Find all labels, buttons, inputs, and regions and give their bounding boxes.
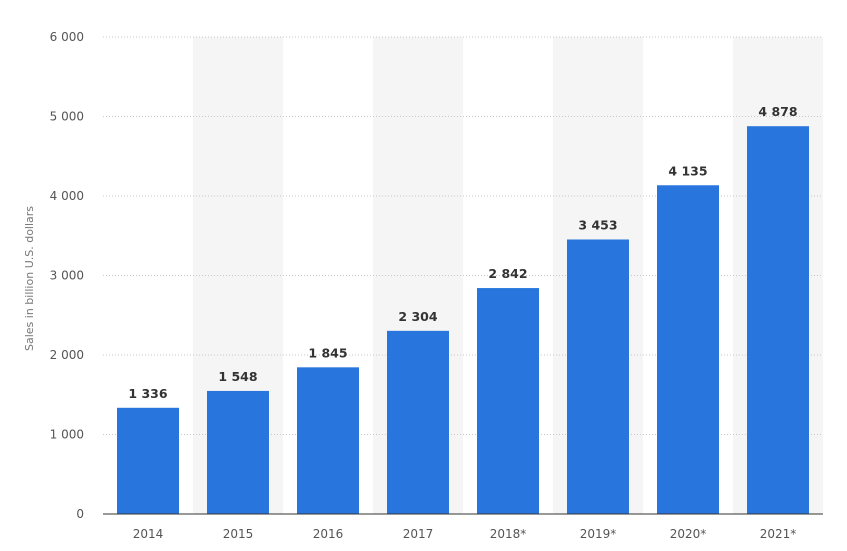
y-tick-label: 5 000 [50,110,84,124]
bar [567,239,629,514]
data-label: 1 548 [218,369,257,384]
y-tick-label: 6 000 [50,30,84,44]
data-label: 2 304 [398,309,437,324]
x-tick-label: 2019* [580,527,617,541]
x-tick-label: 2017 [403,527,434,541]
x-tick-label: 2014 [133,527,164,541]
y-tick-label: 2 000 [50,348,84,362]
data-label: 4 878 [758,104,797,119]
data-label: 3 453 [578,217,617,232]
bar [477,288,539,514]
data-labels: 1 336 1 548 1 845 2 304 2 842 3 453 4 135 4 878 [128,104,797,401]
bar [747,126,809,514]
bar [207,390,269,514]
x-tick-label: 2015 [223,527,254,541]
data-label: 2 842 [488,266,527,281]
y-axis-ticks: 0 1 000 2 000 3 000 4 000 5 000 6 000 [50,30,84,521]
y-axis-label: Sales in billion U.S. dollars [23,206,36,351]
bar [117,407,179,514]
bar [657,185,719,514]
bar [387,330,449,514]
y-tick-label: 3 000 [50,269,84,283]
x-tick-label: 2020* [670,527,707,541]
x-tick-label: 2018* [490,527,527,541]
data-label: 4 135 [668,163,707,178]
bar [297,367,359,514]
data-label: 1 845 [308,345,347,360]
x-tick-label: 2021* [760,527,797,541]
data-label: 1 336 [128,386,167,401]
y-tick-label: 1 000 [50,428,84,442]
x-tick-label: 2016 [313,527,344,541]
x-axis-ticks: 2014 2015 2016 2017 2018* 2019* 2020* 2021* [133,527,797,541]
bars [117,126,809,514]
y-tick-label: 0 [76,507,84,521]
y-tick-label: 4 000 [50,189,84,203]
